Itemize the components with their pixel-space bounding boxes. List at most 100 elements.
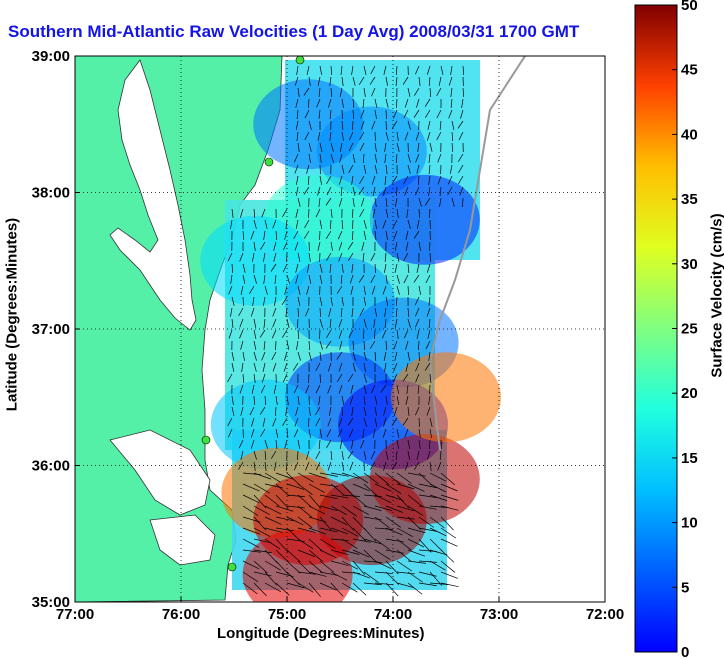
velocity-arrow	[330, 208, 333, 218]
velocity-arrow	[372, 186, 376, 196]
velocity-arrow	[374, 153, 378, 163]
velocity-arrow	[414, 87, 420, 96]
velocity-arrow	[363, 582, 382, 586]
velocity-arrow	[396, 329, 399, 339]
velocity-arrow	[330, 505, 347, 516]
velocity-arrow	[340, 65, 343, 75]
velocity-arrow	[358, 186, 365, 195]
velocity-arrow	[253, 582, 267, 597]
velocity-arrow	[418, 439, 421, 449]
velocity-arrow	[319, 274, 323, 284]
velocity-arrow	[275, 582, 290, 596]
velocity-arrow	[415, 362, 420, 372]
velocity-arrow	[384, 263, 387, 273]
velocity-arrow	[462, 65, 465, 75]
velocity-arrow	[340, 274, 343, 284]
velocity-arrow	[429, 428, 432, 438]
velocity-arrow	[275, 439, 278, 449]
velocity-arrow	[370, 461, 376, 470]
colorbar	[634, 4, 678, 653]
velocity-arrow	[407, 571, 424, 583]
velocity-arrow	[239, 384, 244, 394]
velocity-arrow	[448, 175, 453, 185]
velocity-arrow	[404, 461, 409, 471]
velocity-arrow	[428, 76, 431, 86]
velocity-arrow	[253, 395, 255, 406]
velocity-arrow	[253, 329, 257, 339]
velocity-arrow	[395, 76, 398, 86]
velocity-arrow	[317, 131, 321, 141]
velocity-arrow	[275, 505, 294, 512]
velocity-arrow	[239, 318, 244, 328]
velocity-arrow	[319, 494, 338, 500]
velocity-arrow	[358, 274, 365, 283]
velocity-arrow	[308, 494, 322, 509]
velocity-arrow	[347, 450, 354, 459]
velocity-arrow	[363, 505, 382, 511]
velocity-arrow	[394, 318, 398, 328]
velocity-arrow	[395, 153, 398, 163]
velocity-arrow	[240, 340, 244, 350]
velocity-arrow	[385, 494, 404, 501]
velocity-arrow	[227, 373, 233, 383]
velocity-arrow	[330, 483, 346, 496]
velocity-arrow	[319, 340, 323, 350]
velocity-arrow	[283, 241, 288, 251]
velocity-arrow	[286, 274, 290, 284]
velocity-arrow	[363, 417, 367, 427]
velocity-arrow	[282, 417, 288, 426]
velocity-arrow	[337, 373, 343, 382]
velocity-arrow	[352, 494, 367, 507]
velocity-arrow	[363, 318, 367, 328]
velocity-arrow	[439, 450, 442, 460]
velocity-arrow	[319, 219, 323, 229]
colorbar-label: Surface Velocity (cm/s)	[708, 213, 724, 378]
velocity-arrow	[360, 197, 365, 207]
velocity-arrow	[296, 175, 299, 185]
sound-water	[109, 429, 211, 516]
velocity-arrow	[359, 208, 365, 218]
velocity-arrow	[242, 560, 260, 570]
velocity-arrow	[384, 318, 387, 328]
velocity-arrow	[264, 527, 283, 533]
velocity-arrow	[348, 142, 354, 152]
velocity-arrow	[406, 208, 409, 218]
velocity-arrow	[319, 560, 335, 573]
velocity-arrow	[261, 208, 266, 218]
velocity-arrow	[407, 527, 426, 534]
velocity-arrow	[297, 450, 299, 461]
velocity-arrow	[319, 263, 323, 273]
velocity-arrow	[341, 483, 355, 498]
velocity-arrow	[396, 274, 400, 284]
velocity-arrow	[371, 87, 376, 97]
velocity-region	[242, 529, 353, 602]
velocity-arrow	[251, 384, 255, 394]
velocity-arrow	[374, 307, 378, 317]
velocity-arrow	[308, 98, 310, 109]
velocity-arrow	[275, 483, 290, 497]
velocity-arrow	[275, 494, 289, 509]
velocity-arrow	[363, 351, 367, 361]
velocity-arrow	[385, 131, 389, 141]
velocity-arrow	[341, 76, 344, 86]
velocity-arrow	[407, 439, 411, 449]
shelf-break-line	[428, 56, 526, 451]
velocity-arrow	[339, 142, 343, 152]
velocity-arrow	[231, 395, 234, 405]
velocity-arrow	[407, 153, 411, 163]
velocity-arrow	[385, 76, 388, 86]
velocity-arrow	[297, 494, 312, 508]
velocity-arrow	[418, 571, 437, 577]
velocity-arrow	[428, 164, 431, 174]
colorbar-ticks: 0 5 10 15 20 25 30 35 40 45 50	[672, 0, 698, 659]
velocity-arrow	[383, 417, 387, 427]
velocity-arrow	[308, 252, 311, 262]
velocity-arrow	[363, 164, 367, 174]
velocity-arrow	[242, 549, 261, 553]
velocity-arrow	[295, 208, 299, 218]
velocity-arrow	[316, 98, 321, 108]
velocity-arrow	[440, 472, 455, 485]
velocity-arrow	[417, 175, 420, 185]
velocity-arrow	[363, 527, 377, 542]
velocity-arrow	[282, 263, 288, 273]
